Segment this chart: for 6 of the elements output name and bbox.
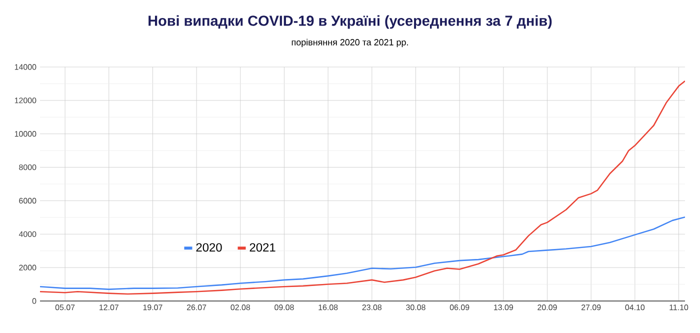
- chart-subtitle: порівняння 2020 та 2021 рр.: [292, 38, 408, 48]
- chart-title: Нові випадки COVID-19 в Україні (усереднення за 7 днів): [148, 15, 552, 29]
- legend-label: 2020: [196, 243, 222, 252]
- legend-label: 2021: [250, 243, 276, 252]
- line-series: [40, 216, 686, 290]
- line-series: [40, 80, 686, 295]
